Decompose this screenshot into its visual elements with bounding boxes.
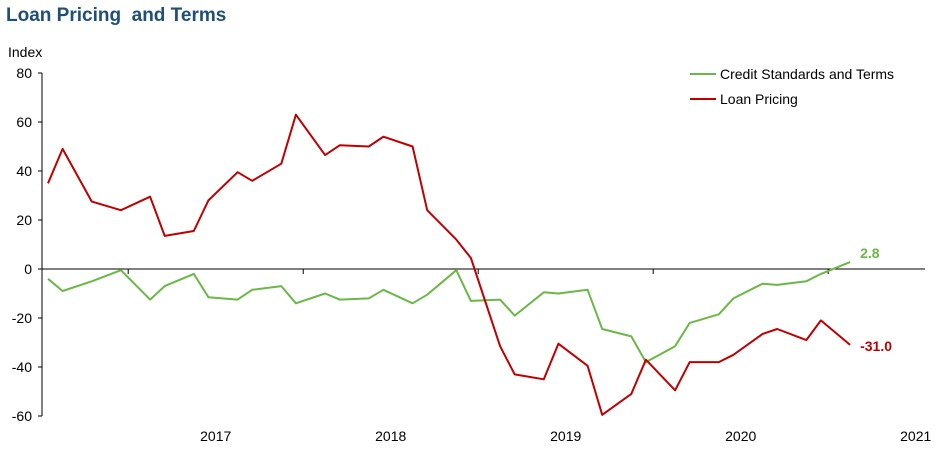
y-tick-label: 60 [16,114,32,130]
series-line [47,261,851,364]
legend: Credit Standards and Terms Loan Pricing [690,66,894,107]
series-line [47,113,851,416]
data-label: -31.0 [860,338,892,354]
y-tick-label: 80 [16,65,32,81]
y-tick-label: -20 [12,310,32,326]
y-axis-label: Index [8,44,42,60]
y-tick-label: 40 [16,163,32,179]
series-layer: 2.8 -31.0 [47,113,892,416]
chart-title: Loan Pricing and Terms [6,5,227,26]
legend-label: Loan Pricing [720,91,798,107]
y-tick-label: 20 [16,212,32,228]
x-tick-label: 2017 [200,428,231,444]
data-label: 2.8 [860,245,880,261]
series-loan-pricing: -31.0 [47,113,892,416]
x-tick-label: 2018 [375,428,406,444]
x-tick-label: 2021 [900,428,931,444]
y-tick-label: 0 [24,261,32,277]
y-axis: 80 60 40 20 0 -20 -40 -60 [12,65,43,424]
series-credit-standards-and-terms: 2.8 [47,245,880,364]
x-tick-label: 2019 [550,428,581,444]
x-axis: 2017 2018 2019 2020 2021 [42,268,931,444]
y-tick-label: -60 [12,408,32,424]
y-tick-label: -40 [12,359,32,375]
legend-label: Credit Standards and Terms [720,66,894,82]
x-tick-label: 2020 [725,428,756,444]
